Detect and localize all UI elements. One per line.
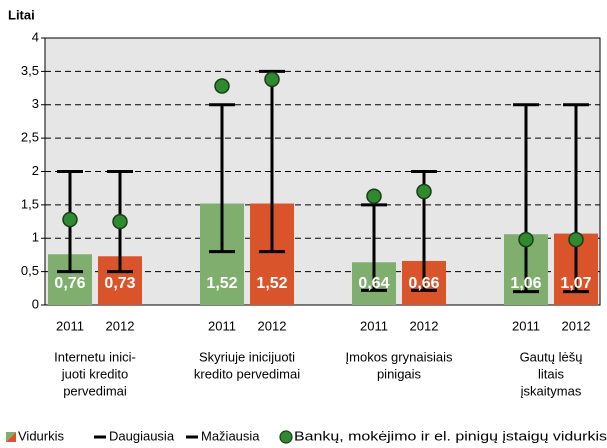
x-tick-label: 2012 bbox=[562, 318, 591, 333]
data-label: 1,07 bbox=[560, 275, 591, 292]
legend-label: Bankų, mokėjimo ir el. pinigų įstaigų vi… bbox=[294, 428, 607, 443]
group-label: pervedimai bbox=[63, 383, 127, 398]
group-label: Skyriuje inicijuoti bbox=[199, 349, 295, 364]
group-label: Internetu inici- bbox=[54, 349, 136, 364]
group-label: įskaitymas bbox=[521, 383, 582, 398]
legend-label: Vidurkis bbox=[18, 428, 65, 443]
data-label: 0,66 bbox=[408, 275, 439, 292]
legend-label: Mažiausia bbox=[201, 428, 260, 443]
data-label: 1,52 bbox=[206, 275, 237, 292]
group-label: Įmokos grynaisiais bbox=[346, 349, 453, 364]
y-tick-label: 0 bbox=[32, 296, 39, 311]
data-label: 1,06 bbox=[510, 275, 541, 292]
x-tick-label: 2011 bbox=[512, 318, 540, 333]
legend-swatch bbox=[279, 430, 293, 444]
group-label: juoti kredito bbox=[61, 366, 128, 381]
x-tick-label: 2012 bbox=[410, 318, 439, 333]
average-dot bbox=[62, 211, 78, 228]
average-dot bbox=[214, 78, 230, 94]
y-tick-label: 2,5 bbox=[21, 130, 39, 145]
y-tick-label: 1,5 bbox=[21, 196, 39, 211]
data-label: 1,52 bbox=[256, 275, 287, 292]
y-tick-label: 3 bbox=[32, 96, 39, 111]
x-tick-label: 2012 bbox=[106, 318, 135, 333]
data-label: 0,76 bbox=[54, 275, 85, 292]
average-dot bbox=[568, 231, 584, 248]
x-tick-label: 2011 bbox=[56, 318, 84, 333]
y-tick-label: 1 bbox=[32, 230, 39, 245]
data-label: 0,64 bbox=[358, 275, 389, 292]
legend-label: Daugiausia bbox=[109, 428, 175, 443]
y-tick-label: 3,5 bbox=[21, 63, 39, 78]
group-label: kredito pervedimai bbox=[194, 366, 300, 381]
group-label: litais bbox=[538, 366, 565, 381]
average-dot bbox=[518, 231, 534, 248]
data-label: 0,73 bbox=[104, 275, 135, 292]
group-label: pinigais bbox=[377, 366, 422, 381]
y-tick-label: 0,5 bbox=[21, 263, 39, 278]
average-dot bbox=[416, 183, 432, 200]
x-tick-label: 2012 bbox=[258, 318, 287, 333]
legend-swatch bbox=[6, 432, 16, 442]
y-tick-label: 2 bbox=[32, 163, 39, 178]
x-tick-label: 2011 bbox=[208, 318, 236, 333]
x-tick-label: 2011 bbox=[360, 318, 388, 333]
y-tick-label: 4 bbox=[32, 29, 39, 44]
group-label: Gautų lėšų bbox=[520, 349, 583, 364]
average-dot bbox=[112, 213, 128, 230]
average-dot bbox=[264, 71, 280, 88]
y-axis-title: Litai bbox=[8, 7, 35, 22]
average-dot bbox=[366, 188, 382, 204]
